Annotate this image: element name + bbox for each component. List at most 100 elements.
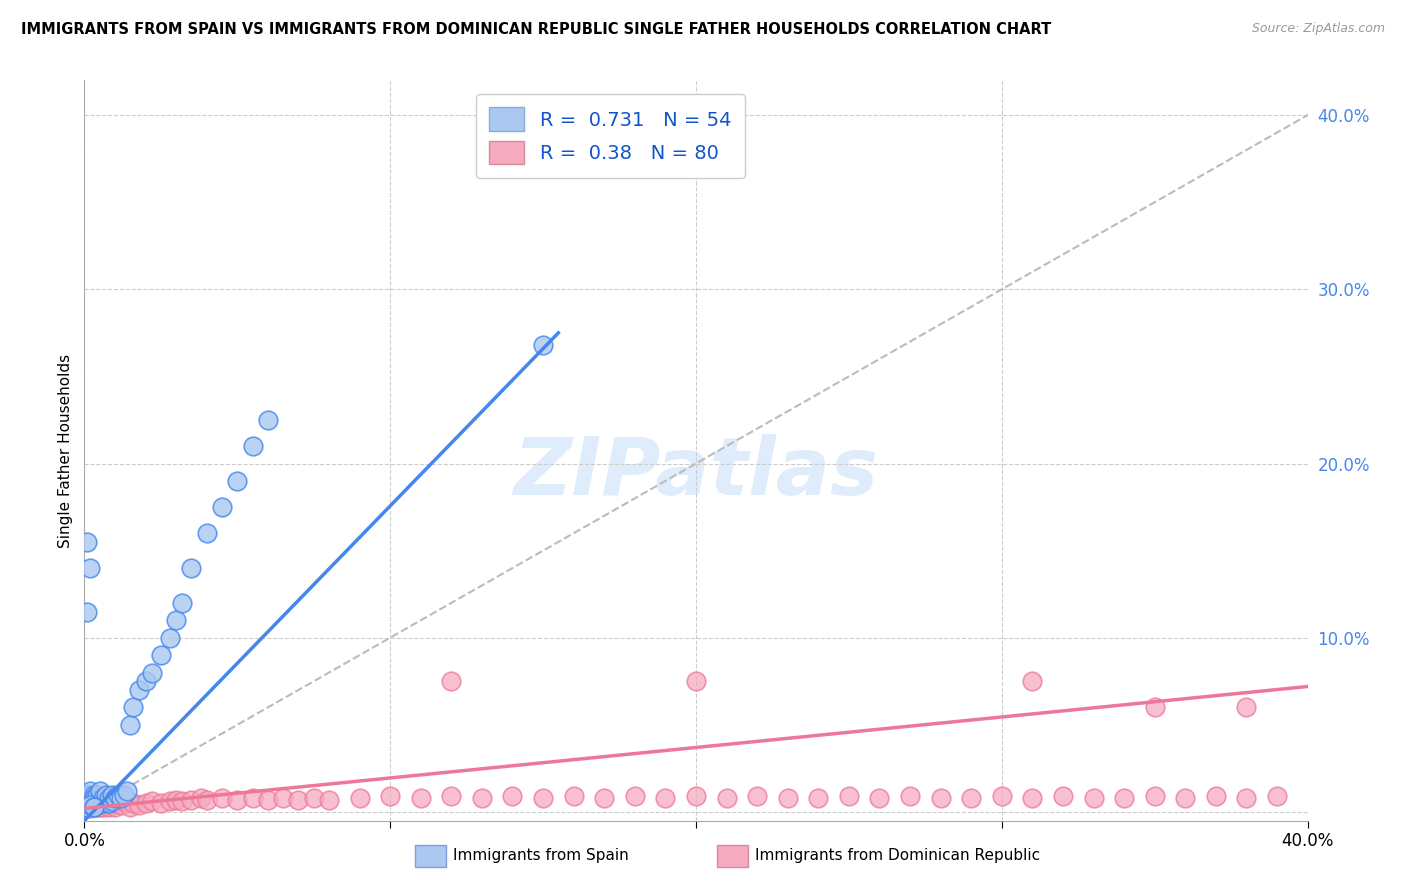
Point (409, 791, 432, 805)
Point (716, 791, 738, 805)
Point (531, 338, 554, 352)
Point (83, 799, 105, 814)
Point (79, 796, 101, 810)
Point (190, 791, 212, 805)
Text: IMMIGRANTS FROM SPAIN VS IMMIGRANTS FROM DOMINICAN REPUBLIC SINGLE FATHER HOUSEH: IMMIGRANTS FROM SPAIN VS IMMIGRANTS FROM… (21, 22, 1052, 37)
Point (1143, 700, 1166, 714)
Point (1174, 791, 1197, 805)
Point (349, 791, 371, 805)
Point (86, 795, 108, 809)
Point (838, 789, 860, 804)
Point (86, 799, 108, 814)
Point (122, 700, 145, 714)
Text: ZIPatlas: ZIPatlas (513, 434, 879, 512)
Point (83, 796, 105, 810)
Point (120, 718, 142, 732)
Point (79, 561, 101, 575)
Point (94, 788, 117, 802)
Point (76, 799, 98, 814)
Point (76, 788, 98, 802)
Point (440, 674, 463, 689)
Point (83, 797, 105, 812)
Point (79, 795, 101, 809)
Point (165, 613, 187, 627)
Point (159, 631, 181, 645)
Point (110, 797, 132, 812)
Y-axis label: Single Father Households: Single Father Households (58, 353, 73, 548)
Point (172, 795, 194, 809)
Point (165, 793, 187, 807)
Point (172, 596, 194, 610)
Point (1236, 791, 1258, 805)
Point (76, 796, 98, 810)
Point (104, 799, 127, 814)
Point (79, 791, 101, 805)
Point (991, 789, 1014, 804)
Point (471, 791, 494, 805)
Text: Immigrants from Dominican Republic: Immigrants from Dominican Republic (755, 848, 1040, 863)
Point (1052, 789, 1074, 804)
Point (929, 791, 952, 805)
Point (104, 796, 127, 810)
Point (149, 648, 172, 662)
Point (195, 793, 218, 807)
Point (380, 789, 402, 804)
Point (86, 791, 108, 805)
Point (76, 535, 98, 549)
Point (101, 795, 124, 809)
Point (83, 788, 105, 802)
Point (685, 789, 707, 804)
Legend: R =  0.731   N = 54, R =  0.38   N = 80: R = 0.731 N = 54, R = 0.38 N = 80 (475, 94, 745, 178)
Point (76, 797, 98, 812)
Point (79, 801, 101, 815)
Point (318, 793, 340, 807)
Point (440, 789, 463, 804)
Point (302, 791, 325, 805)
Point (76, 605, 98, 619)
Point (91, 799, 114, 814)
Point (747, 789, 769, 804)
Point (86, 788, 108, 802)
Point (141, 665, 163, 680)
Point (112, 795, 135, 809)
Point (79, 797, 101, 812)
Text: Immigrants from Spain: Immigrants from Spain (453, 848, 628, 863)
Point (807, 791, 830, 805)
Point (624, 789, 647, 804)
Point (107, 788, 129, 802)
Point (97, 791, 120, 805)
Point (91, 796, 114, 810)
Point (97, 799, 120, 814)
Point (1205, 789, 1227, 804)
Point (211, 791, 233, 805)
Point (531, 791, 554, 805)
Point (76, 801, 98, 815)
Point (110, 791, 132, 805)
Point (115, 784, 138, 798)
Point (112, 788, 135, 802)
Point (180, 793, 202, 807)
Point (91, 796, 114, 810)
Point (226, 474, 249, 488)
Point (593, 791, 616, 805)
Point (654, 791, 676, 805)
Point (101, 788, 124, 802)
Point (89, 791, 111, 805)
Point (104, 791, 127, 805)
Point (898, 789, 921, 804)
Point (79, 795, 101, 809)
Point (211, 500, 233, 514)
Point (76, 796, 98, 810)
Point (141, 795, 163, 809)
Point (83, 793, 105, 807)
Point (1114, 791, 1136, 805)
Point (159, 795, 181, 809)
Point (79, 784, 101, 798)
Point (776, 791, 799, 805)
Point (257, 793, 280, 807)
Point (89, 796, 111, 810)
Point (89, 799, 111, 814)
Point (94, 795, 117, 809)
Point (1236, 700, 1258, 714)
Point (869, 791, 891, 805)
